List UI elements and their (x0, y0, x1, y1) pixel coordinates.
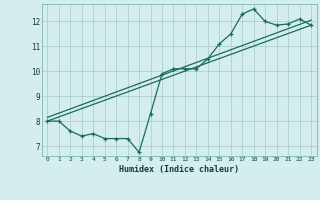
X-axis label: Humidex (Indice chaleur): Humidex (Indice chaleur) (119, 165, 239, 174)
